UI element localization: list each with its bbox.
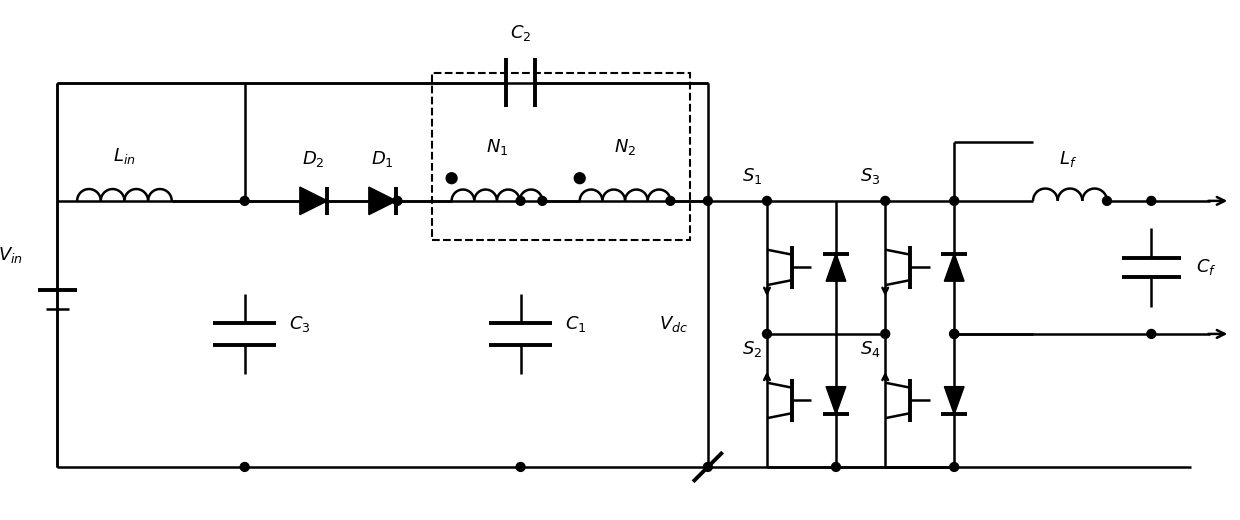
Text: $V_{dc}$: $V_{dc}$	[658, 314, 688, 334]
Text: $L_f$: $L_f$	[1059, 149, 1076, 170]
Circle shape	[241, 197, 249, 205]
Circle shape	[880, 197, 889, 205]
Polygon shape	[368, 187, 397, 215]
Polygon shape	[945, 254, 963, 281]
Circle shape	[446, 173, 458, 184]
Circle shape	[703, 197, 712, 205]
Circle shape	[241, 462, 249, 472]
Circle shape	[393, 197, 402, 205]
Circle shape	[763, 330, 771, 339]
Text: $N_2$: $N_2$	[614, 137, 636, 157]
Circle shape	[832, 462, 841, 472]
Circle shape	[950, 197, 959, 205]
Circle shape	[538, 197, 547, 205]
Text: $S_4$: $S_4$	[859, 339, 880, 359]
Polygon shape	[826, 387, 846, 414]
Circle shape	[666, 197, 675, 205]
Circle shape	[703, 462, 712, 472]
Circle shape	[950, 330, 959, 339]
Circle shape	[516, 197, 525, 205]
Polygon shape	[826, 254, 846, 281]
Text: $C_1$: $C_1$	[565, 314, 587, 334]
Circle shape	[516, 462, 525, 472]
Text: $S_1$: $S_1$	[742, 166, 763, 186]
Text: $V_{in}$: $V_{in}$	[0, 245, 22, 265]
Polygon shape	[945, 387, 963, 414]
Circle shape	[763, 197, 771, 205]
Circle shape	[950, 330, 959, 339]
Text: $S_3$: $S_3$	[859, 166, 880, 186]
Text: $C_2$: $C_2$	[510, 23, 531, 43]
Text: $N_1$: $N_1$	[486, 137, 508, 157]
Circle shape	[1147, 330, 1156, 339]
Text: $D_1$: $D_1$	[371, 149, 394, 170]
Circle shape	[574, 173, 585, 184]
Text: $C_3$: $C_3$	[289, 314, 310, 334]
Text: $L_{in}$: $L_{in}$	[113, 146, 135, 166]
Text: $S_2$: $S_2$	[742, 339, 763, 359]
Circle shape	[950, 462, 959, 472]
Text: $C_f$: $C_f$	[1195, 257, 1216, 277]
Polygon shape	[300, 187, 327, 215]
Text: $D_2$: $D_2$	[303, 149, 325, 170]
Circle shape	[880, 330, 889, 339]
Circle shape	[1147, 197, 1156, 205]
Circle shape	[1102, 197, 1111, 205]
